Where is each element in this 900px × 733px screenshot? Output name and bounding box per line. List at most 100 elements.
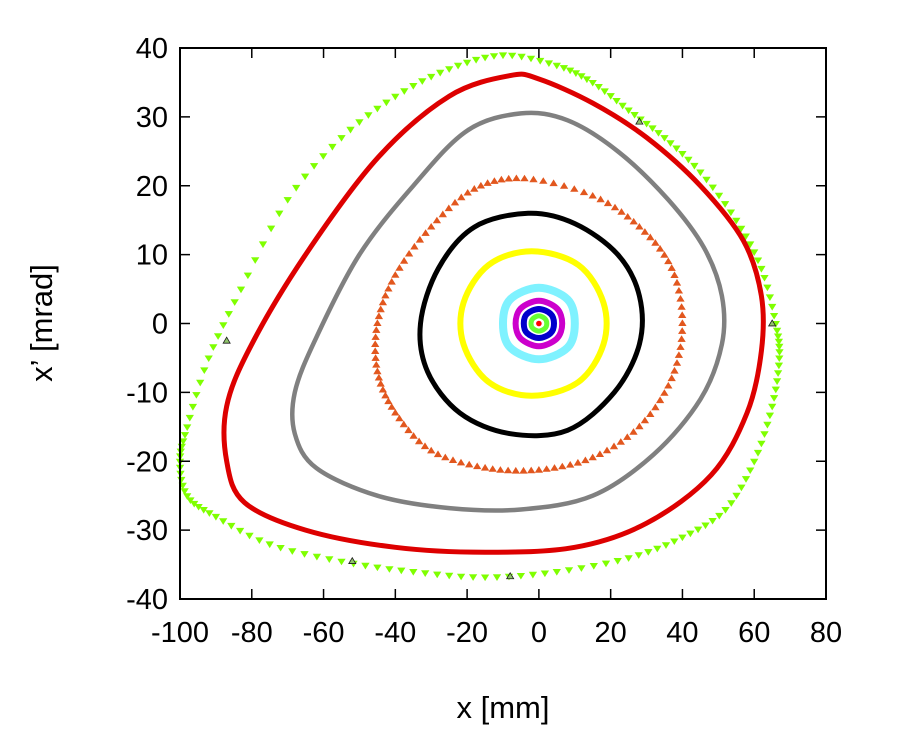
triangle-marker bbox=[603, 199, 613, 207]
triangle-marker bbox=[674, 286, 684, 294]
triangle-marker bbox=[395, 414, 404, 422]
triangle-marker bbox=[512, 174, 521, 182]
triangle-marker bbox=[371, 354, 380, 361]
triangle-marker bbox=[373, 564, 382, 572]
triangle-marker bbox=[769, 312, 779, 320]
triangle-marker bbox=[577, 73, 586, 80]
x-tick-label: 40 bbox=[666, 617, 698, 649]
triangle-marker bbox=[763, 421, 772, 429]
triangle-marker bbox=[371, 340, 380, 348]
triangle-marker bbox=[448, 456, 458, 464]
triangle-marker bbox=[670, 538, 679, 546]
triangle-marker bbox=[582, 76, 592, 84]
orbit-curve bbox=[512, 297, 566, 350]
triangle-marker bbox=[520, 174, 529, 182]
orbit-curve bbox=[528, 313, 550, 334]
x-tick-label: 80 bbox=[810, 617, 842, 649]
triangle-marker bbox=[774, 338, 784, 346]
triangle-marker bbox=[660, 135, 669, 142]
triangle-marker bbox=[708, 517, 717, 525]
triangle-marker bbox=[300, 173, 310, 181]
triangle-marker bbox=[511, 466, 520, 474]
triangle-marker bbox=[564, 567, 574, 574]
triangle-marker bbox=[227, 522, 236, 530]
triangle-marker bbox=[427, 222, 436, 230]
triangle-marker bbox=[378, 298, 388, 306]
orbit-curve bbox=[289, 110, 727, 513]
fixed-point-marker bbox=[536, 320, 542, 327]
triangle-marker bbox=[450, 198, 460, 206]
triangle-marker bbox=[750, 249, 759, 256]
triangle-marker bbox=[623, 433, 632, 440]
triangle-marker bbox=[540, 570, 550, 578]
triangle-marker bbox=[772, 378, 782, 385]
triangle-marker bbox=[211, 513, 221, 521]
triangle-marker bbox=[409, 568, 418, 576]
triangle-marker bbox=[529, 175, 538, 183]
series-8 bbox=[499, 283, 579, 364]
triangle-marker bbox=[678, 151, 687, 158]
triangle-marker bbox=[581, 456, 590, 464]
series-7 bbox=[457, 248, 610, 399]
triangle-marker bbox=[373, 319, 382, 327]
triangle-marker bbox=[624, 107, 633, 115]
triangle-marker bbox=[409, 83, 418, 90]
triangle-marker bbox=[629, 217, 638, 225]
triangle-marker bbox=[594, 84, 603, 91]
triangle-marker bbox=[670, 366, 679, 374]
triangle-marker bbox=[726, 209, 736, 217]
triangle-marker bbox=[205, 510, 214, 517]
triangle-marker bbox=[596, 195, 605, 203]
triangle-marker bbox=[737, 484, 746, 492]
triangle-marker bbox=[384, 397, 393, 405]
triangle-marker bbox=[701, 522, 710, 530]
triangle-marker bbox=[292, 184, 301, 192]
triangle-marker bbox=[266, 225, 276, 233]
triangle-marker bbox=[666, 140, 675, 147]
triangle-marker bbox=[690, 162, 699, 170]
series-4 bbox=[289, 110, 727, 513]
triangle-marker bbox=[612, 98, 621, 105]
triangle-marker bbox=[364, 112, 373, 119]
triangle-marker bbox=[204, 355, 213, 363]
triangle-marker bbox=[708, 184, 717, 192]
triangle-marker bbox=[677, 335, 686, 342]
triangle-marker bbox=[760, 431, 769, 438]
triangle-marker bbox=[372, 361, 381, 368]
y-tick-label: -40 bbox=[126, 584, 168, 616]
triangle-marker bbox=[445, 66, 454, 73]
series-12 bbox=[536, 320, 542, 327]
triangle-marker bbox=[462, 59, 472, 67]
triangle-marker bbox=[720, 201, 730, 208]
triangle-marker bbox=[508, 52, 517, 60]
triangle-marker bbox=[559, 65, 569, 72]
triangle-marker bbox=[445, 572, 454, 580]
triangle-marker bbox=[715, 512, 724, 520]
triangle-marker bbox=[630, 112, 639, 119]
triangle-marker bbox=[765, 294, 775, 301]
orbit-curve bbox=[221, 71, 766, 555]
triangle-marker bbox=[773, 370, 783, 377]
triangle-marker bbox=[772, 327, 782, 335]
triangle-marker bbox=[436, 69, 445, 77]
triangle-marker bbox=[623, 212, 632, 220]
triangle-marker bbox=[601, 560, 611, 568]
orbit-curve bbox=[499, 283, 579, 364]
triangle-marker bbox=[361, 562, 370, 570]
separatrix-marker bbox=[505, 571, 515, 580]
triangle-marker bbox=[444, 204, 453, 212]
triangle-marker bbox=[714, 192, 724, 200]
triangle-marker bbox=[686, 530, 695, 538]
triangle-marker bbox=[378, 385, 388, 393]
x-tick-label: -20 bbox=[446, 617, 488, 649]
series-9 bbox=[512, 297, 566, 350]
triangle-marker bbox=[468, 574, 478, 581]
x-tick-label: 60 bbox=[738, 617, 770, 649]
triangle-marker bbox=[595, 450, 605, 458]
triangle-marker bbox=[644, 549, 653, 556]
triangle-marker bbox=[661, 542, 671, 549]
y-tick-label: 10 bbox=[136, 240, 168, 272]
triangle-marker bbox=[727, 500, 736, 507]
triangle-marker bbox=[750, 458, 759, 466]
